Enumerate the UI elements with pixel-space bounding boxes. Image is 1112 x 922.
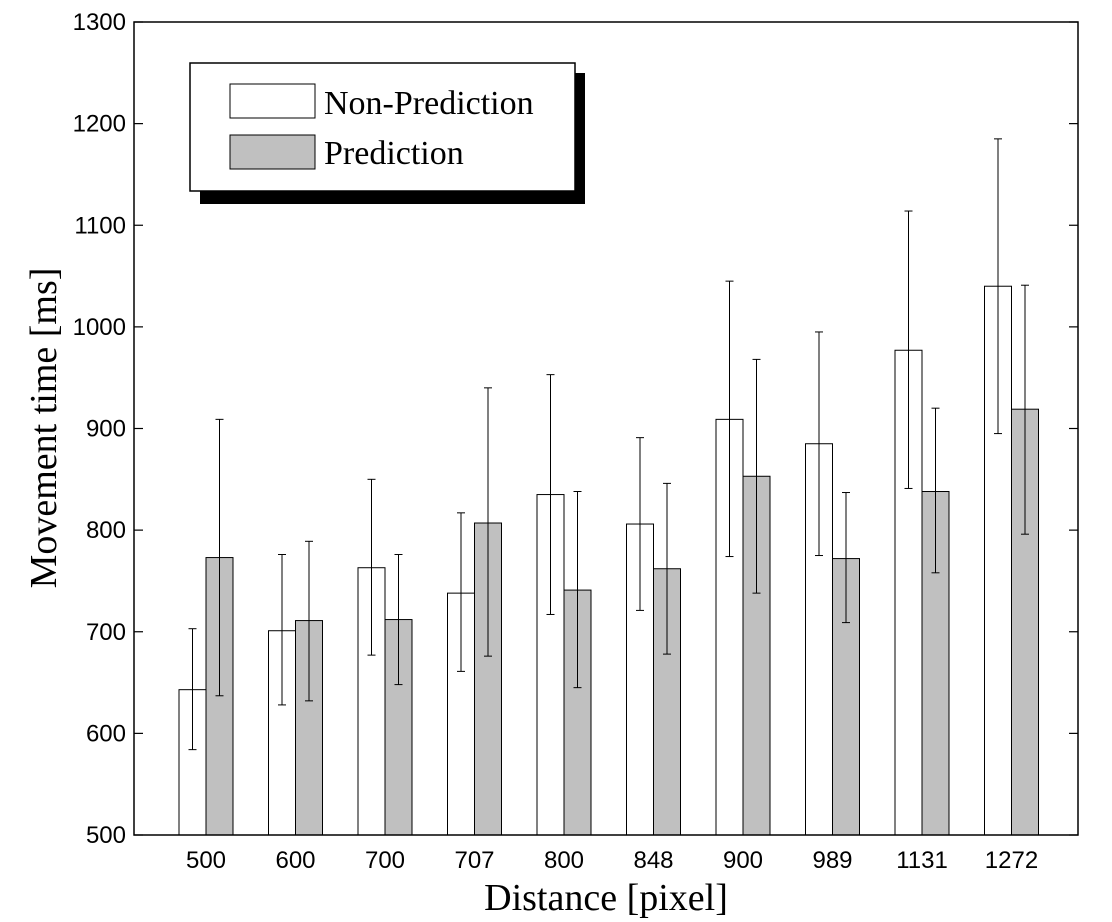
y-tick-label-1300: 1300 [73, 9, 126, 36]
y-axis: 500 600 700 800 900 1000 1100 1200 1300 [73, 9, 1078, 849]
x-tick-label-1272: 1272 [985, 847, 1038, 874]
error-bar-non-prediction-600 [278, 554, 286, 706]
error-bar-non-prediction-700 [367, 478, 376, 656]
y-tick-label-1200: 1200 [73, 111, 126, 138]
y-tick-label-1100: 1100 [74, 212, 126, 239]
error-bar-non-prediction-707 [457, 512, 465, 672]
x-axis: 500 600 700 707 800 848 900 989 1131 1272 [186, 847, 1038, 874]
error-bars-group [188, 138, 1029, 751]
y-tick-label-600: 600 [86, 720, 126, 747]
error-bar-prediction-1131 [931, 407, 940, 574]
x-tick-label-707: 707 [454, 847, 494, 874]
x-tick-label-989: 989 [812, 847, 852, 874]
x-tick-label-600: 600 [275, 847, 315, 874]
error-bar-non-prediction-900 [725, 280, 734, 558]
error-bar-prediction-1272 [1021, 284, 1029, 535]
error-bar-prediction-800 [573, 491, 582, 689]
legend-label-prediction: Prediction [324, 135, 464, 172]
error-bar-prediction-707 [484, 387, 492, 657]
legend-swatch-non-prediction [229, 83, 316, 119]
error-bar-prediction-600 [305, 540, 313, 702]
legend-label-non-prediction: Non-Prediction [324, 85, 534, 122]
error-bar-prediction-900 [752, 358, 761, 594]
error-bar-non-prediction-1272 [994, 138, 1002, 435]
error-bar-prediction-500 [215, 418, 224, 697]
y-tick-label-1000: 1000 [73, 314, 126, 341]
y-axis-title: Movement time [ms] [23, 268, 65, 589]
error-bar-prediction-989 [842, 492, 850, 624]
y-tick-label-700: 700 [86, 619, 126, 646]
x-tick-label-900: 900 [723, 847, 763, 874]
y-tick-label-900: 900 [86, 416, 126, 443]
y-tick-label-800: 800 [86, 517, 126, 544]
x-tick-label-500: 500 [186, 847, 226, 874]
error-bar-non-prediction-989 [815, 331, 823, 557]
error-bar-prediction-700 [394, 554, 403, 686]
error-bar-prediction-848 [663, 482, 671, 655]
y-tick-label-500: 500 [86, 822, 126, 849]
error-bar-non-prediction-1131 [904, 210, 913, 489]
x-axis-title: Distance [pixel] [484, 877, 728, 919]
error-bar-non-prediction-848 [636, 437, 644, 611]
x-tick-label-700: 700 [365, 847, 405, 874]
legend: Non-Prediction Prediction [189, 62, 585, 204]
error-bar-non-prediction-800 [546, 374, 555, 615]
x-tick-label-848: 848 [633, 847, 673, 874]
error-bar-non-prediction-500 [188, 628, 197, 751]
x-tick-label-800: 800 [544, 847, 584, 874]
legend-swatch-prediction [229, 134, 316, 170]
x-tick-label-1131: 1131 [896, 847, 948, 874]
